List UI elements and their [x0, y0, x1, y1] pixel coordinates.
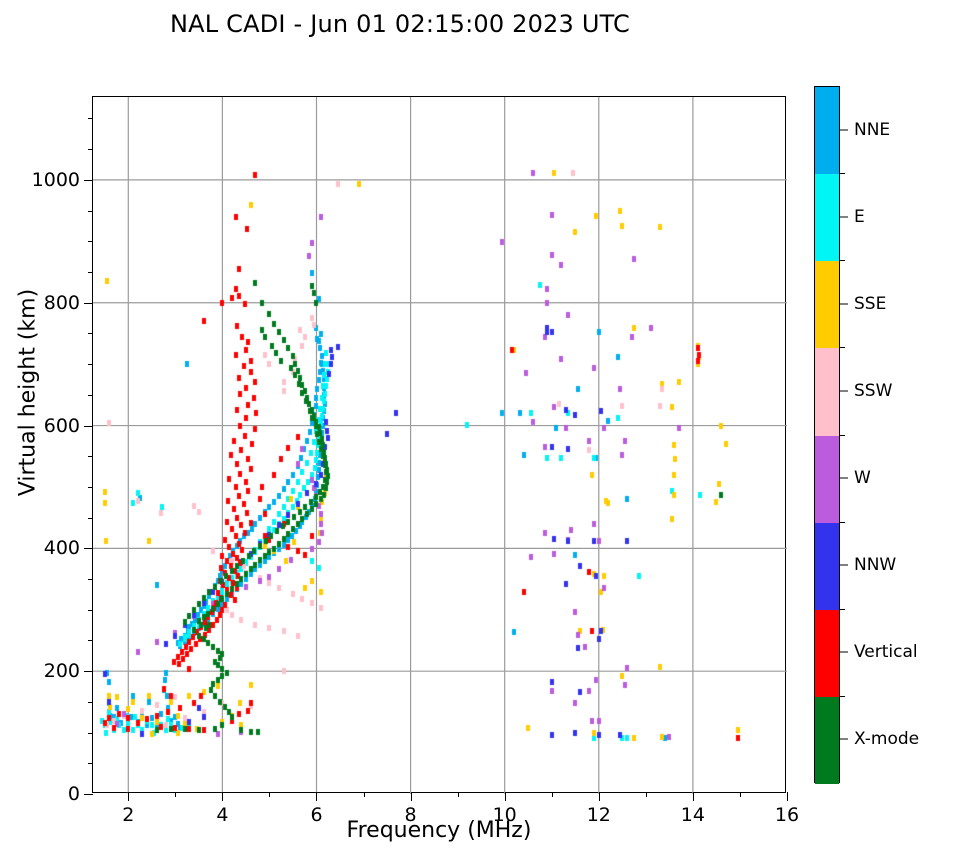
x-tick-label-16: 16 [774, 804, 800, 826]
y-minor-tick [88, 517, 93, 519]
x-tick-label-12: 12 [586, 804, 611, 826]
x-minor-tick [269, 792, 271, 797]
y-tick-label-0: 0 [67, 783, 80, 805]
y-minor-tick [88, 149, 93, 151]
page-title: NAL CADI - Jun 01 02:15:00 2023 UTC [169, 10, 631, 38]
y-tick-label-800: 800 [43, 291, 80, 314]
colorbar-tick-nnw [840, 564, 848, 566]
colorbar-separator [840, 695, 845, 697]
y-tick-label-1000: 1000 [31, 168, 80, 191]
x-tick-6 [316, 792, 318, 801]
plot-area: 0 200 400 600 800 1000 2 4 6 8 10 12 14 16 [32, 96, 799, 826]
x-minor-tick [645, 792, 647, 797]
colorbar-separator [840, 521, 845, 523]
y-tick-600 [84, 425, 93, 427]
y-minor-tick [88, 763, 93, 765]
colorbar-tick-vertical [840, 651, 848, 653]
y-minor-tick [88, 272, 93, 274]
y-minor-tick [88, 394, 93, 396]
x-tick-12 [598, 792, 600, 801]
colorbar-label-x-mode: X-mode [854, 729, 920, 750]
x-tick-label-6: 6 [310, 804, 323, 826]
y-minor-tick [88, 609, 93, 611]
colorbar-tick-nne [840, 129, 848, 131]
x-minor-tick [363, 792, 365, 797]
x-tick-2 [128, 792, 130, 801]
y-tick-1000 [84, 179, 93, 181]
x-tick-label-10: 10 [492, 804, 517, 826]
y-minor-tick [88, 241, 93, 243]
azimuth-colorbar[interactable] [814, 86, 840, 784]
colorbar-tick-ssw [840, 390, 848, 392]
x-minor-tick [457, 792, 459, 797]
x-axis-title: Frequency (MHz) [346, 818, 532, 843]
colorbar-band-vertical[interactable] [815, 609, 839, 697]
x-tick-16 [787, 792, 788, 801]
x-minor-tick [175, 792, 177, 797]
colorbar-label-nnw: NNW [854, 555, 897, 576]
y-minor-tick [88, 210, 93, 212]
colorbar-label-vertical: Vertical [854, 642, 918, 663]
y-minor-tick [88, 456, 93, 458]
y-tick-0 [84, 794, 93, 795]
y-minor-tick [88, 486, 93, 488]
colorbar-tick-w [840, 477, 848, 479]
y-minor-tick [88, 333, 93, 335]
colorbar-separator [840, 260, 845, 262]
y-tick-label-200: 200 [43, 660, 80, 683]
x-minor-tick [551, 792, 553, 797]
colorbar-band-w[interactable] [815, 435, 839, 523]
y-minor-tick [88, 364, 93, 366]
colorbar-tick-e [840, 216, 848, 218]
colorbar-band-x-mode[interactable] [815, 696, 839, 784]
grid-lines [93, 97, 787, 794]
colorbar-band-nne[interactable] [815, 87, 839, 175]
colorbar-band-e[interactable] [815, 174, 839, 262]
x-tick-14 [692, 792, 694, 801]
y-minor-tick [88, 640, 93, 642]
y-minor-tick [88, 118, 93, 120]
y-tick-label-400: 400 [43, 537, 80, 560]
y-tick-400 [84, 548, 93, 550]
colorbar-label-e: E [854, 206, 865, 227]
colorbar-tick-x-mode [840, 738, 848, 740]
colorbar-separator [840, 173, 845, 175]
x-tick-label-14: 14 [680, 804, 705, 826]
y-tick-800 [84, 302, 93, 304]
x-tick-label-4: 4 [216, 804, 229, 826]
x-tick-label-8: 8 [404, 804, 417, 826]
y-axis-title: Virtual height (km) [15, 288, 41, 497]
colorbar-label-ssw: SSW [854, 380, 893, 401]
y-minor-tick [88, 701, 93, 703]
y-tick-200 [84, 671, 93, 673]
colorbar-tick-labels: NNE E SSE SSW W NNW Vertical X-mode [840, 86, 958, 783]
colorbar-tick-sse [840, 303, 848, 305]
y-minor-tick [88, 732, 93, 734]
x-tick-8 [410, 792, 412, 801]
x-tick-10 [504, 792, 506, 801]
x-minor-tick [739, 792, 741, 797]
x-tick-4 [222, 792, 224, 801]
colorbar-label-w: W [854, 468, 871, 489]
x-tick-label-2: 2 [122, 804, 135, 826]
colorbar-label-sse: SSE [854, 293, 887, 314]
colorbar-band-ssw[interactable] [815, 348, 839, 436]
colorbar-band-nnw[interactable] [815, 522, 839, 610]
y-tick-label-600: 600 [43, 414, 80, 437]
y-minor-tick [88, 579, 93, 581]
colorbar-separator [840, 608, 845, 610]
colorbar-label-nne: NNE [854, 119, 891, 140]
colorbar-separator [840, 347, 845, 349]
colorbar-band-sse[interactable] [815, 261, 839, 349]
colorbar-separator [840, 434, 845, 436]
